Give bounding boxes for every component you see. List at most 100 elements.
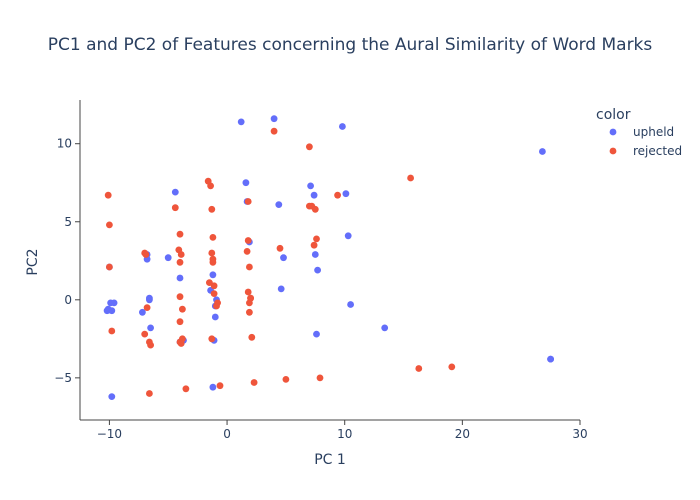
rejected-point[interactable] — [316, 374, 324, 382]
y-tick-label: 0 — [64, 293, 72, 307]
rejected-point[interactable] — [176, 258, 184, 266]
upheld-point[interactable] — [313, 330, 320, 338]
rejected-point[interactable] — [244, 237, 252, 244]
upheld-point[interactable] — [270, 115, 278, 123]
upheld-point[interactable] — [164, 254, 172, 262]
upheld-point[interactable] — [211, 313, 219, 321]
upheld-point[interactable] — [347, 301, 354, 308]
x-axis-label: PC 1 — [314, 452, 346, 468]
y-tick-label: 5 — [64, 215, 72, 229]
axes — [79, 100, 580, 421]
rejected-point[interactable] — [311, 205, 319, 213]
rejected-point[interactable] — [415, 365, 423, 372]
rejected-point[interactable] — [104, 191, 112, 199]
upheld-point[interactable] — [146, 296, 153, 304]
rejected-point[interactable] — [244, 198, 252, 205]
rejected-point[interactable] — [270, 127, 278, 135]
upheld-point[interactable] — [237, 118, 245, 126]
rejected-point[interactable] — [177, 251, 185, 258]
rejected-point[interactable] — [176, 230, 184, 238]
rejected-point[interactable] — [313, 235, 320, 243]
upheld-point[interactable] — [110, 299, 118, 307]
upheld-point[interactable] — [280, 254, 287, 262]
upheld-point[interactable] — [310, 191, 318, 199]
upheld-point[interactable] — [314, 266, 321, 274]
rejected-point[interactable] — [407, 174, 414, 182]
rejected-point[interactable] — [243, 248, 251, 255]
rejected-point[interactable] — [248, 333, 256, 341]
rejected-point[interactable] — [216, 382, 224, 390]
rejected-point[interactable] — [334, 191, 341, 199]
rejected-point[interactable] — [106, 263, 113, 271]
upheld-point[interactable] — [307, 182, 314, 190]
series-upheld — [103, 115, 554, 400]
rejected-point[interactable] — [210, 290, 218, 297]
rejected-point[interactable] — [142, 251, 150, 258]
rejected-point[interactable] — [448, 363, 456, 371]
rejected-point[interactable] — [310, 241, 318, 249]
upheld-point[interactable] — [547, 355, 554, 363]
legend-label: upheld — [633, 125, 674, 139]
rejected-point[interactable] — [209, 234, 217, 241]
chart-title: PC1 and PC2 of Features concerning the A… — [48, 35, 653, 55]
rejected-point[interactable] — [282, 376, 290, 383]
upheld-point[interactable] — [108, 307, 116, 315]
upheld-point[interactable] — [209, 383, 217, 391]
y-axis-label: PC2 — [25, 248, 41, 275]
rejected-point[interactable] — [244, 288, 252, 296]
legend-marker — [609, 147, 617, 155]
upheld-point[interactable] — [311, 251, 319, 258]
upheld-point[interactable] — [344, 232, 352, 240]
upheld-point[interactable] — [381, 324, 389, 332]
rejected-point[interactable] — [106, 221, 113, 229]
rejected-point[interactable] — [177, 340, 185, 347]
upheld-point[interactable] — [209, 271, 217, 279]
rejected-point[interactable] — [179, 305, 186, 313]
rejected-point[interactable] — [176, 318, 184, 326]
upheld-point[interactable] — [539, 148, 546, 155]
x-tick-label: 0 — [223, 427, 231, 441]
y-tick-label: −5 — [54, 371, 72, 385]
rejected-point[interactable] — [247, 294, 255, 302]
rejected-point[interactable] — [171, 204, 179, 212]
rejected-point[interactable] — [246, 308, 253, 316]
legend-item-rejected[interactable]: rejected — [609, 144, 682, 158]
upheld-point[interactable] — [176, 274, 184, 282]
rejected-point[interactable] — [206, 279, 213, 286]
rejected-point[interactable] — [306, 143, 313, 151]
y-tick-labels: −5 0 5 10 — [54, 137, 80, 385]
rejected-point[interactable] — [146, 390, 153, 397]
rejected-point[interactable] — [208, 335, 216, 343]
legend-marker — [609, 128, 617, 136]
y-tick-label: 10 — [57, 137, 72, 151]
upheld-point[interactable] — [277, 285, 285, 293]
rejected-point[interactable] — [214, 299, 222, 307]
rejected-point[interactable] — [108, 327, 116, 335]
upheld-point[interactable] — [339, 123, 346, 130]
rejected-point[interactable] — [208, 249, 216, 257]
x-tick-label: 30 — [572, 427, 587, 441]
upheld-point[interactable] — [342, 190, 350, 198]
upheld-point[interactable] — [242, 179, 250, 187]
upheld-point[interactable] — [147, 324, 155, 332]
rejected-point[interactable] — [147, 341, 155, 349]
upheld-point[interactable] — [171, 188, 179, 196]
x-tick-label: −10 — [97, 427, 122, 441]
rejected-point[interactable] — [141, 330, 149, 338]
rejected-point[interactable] — [143, 304, 151, 311]
legend-item-upheld[interactable]: upheld — [609, 125, 675, 139]
rejected-point[interactable] — [204, 177, 212, 185]
upheld-point[interactable] — [139, 308, 146, 316]
rejected-point[interactable] — [209, 258, 217, 266]
rejected-point[interactable] — [276, 244, 284, 252]
rejected-point[interactable] — [250, 379, 258, 386]
rejected-point[interactable] — [246, 263, 253, 271]
rejected-point[interactable] — [176, 293, 184, 301]
series-rejected — [104, 127, 456, 397]
legend-label: rejected — [633, 144, 682, 158]
rejected-point[interactable] — [182, 385, 190, 393]
rejected-point[interactable] — [208, 205, 216, 213]
upheld-point[interactable] — [108, 393, 116, 400]
upheld-point[interactable] — [275, 201, 283, 209]
